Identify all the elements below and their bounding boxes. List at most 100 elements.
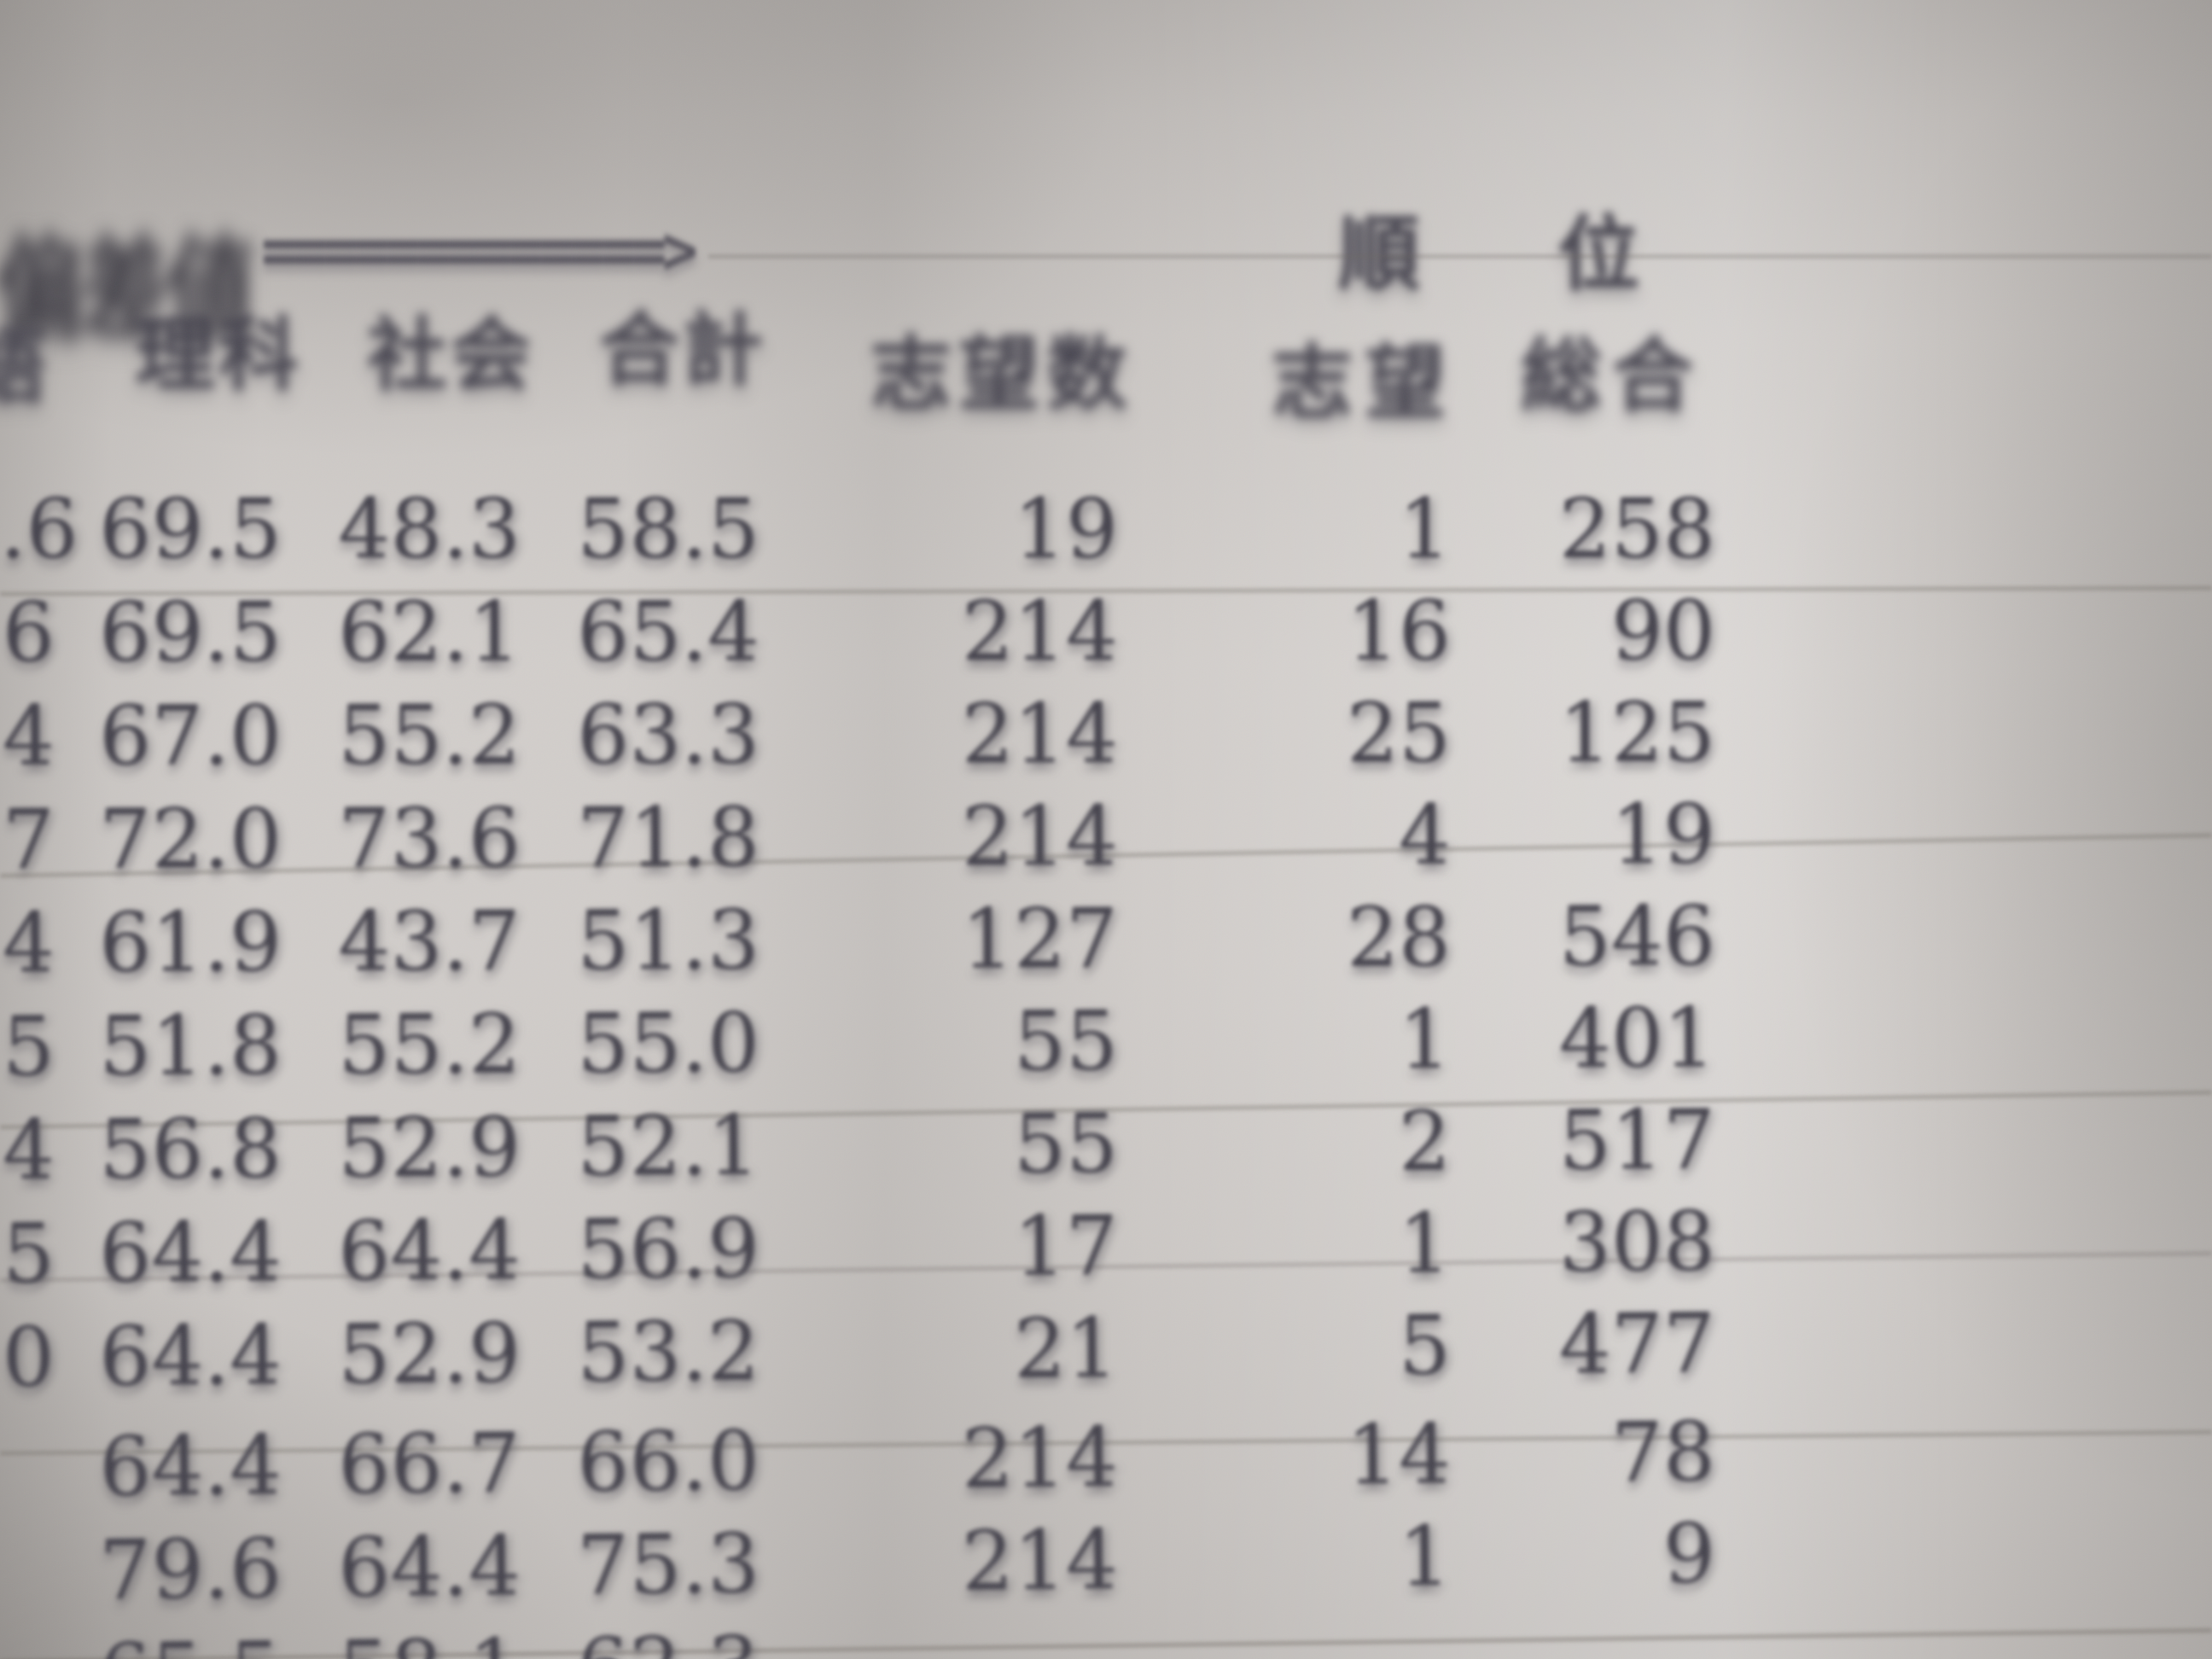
cell-total: 71.8 [577,789,760,886]
cell-overall-rank: 517 [1558,1091,1716,1189]
cell-science: 67.0 [99,688,282,784]
cell-social: 58.1 [281,1618,521,1659]
cell-overall-rank: 308 [1558,1193,1716,1291]
cell-science: 65.5 [54,1621,282,1659]
cell-choice-rank: 5 [1398,1297,1452,1394]
column-header-choice-rank: 志望 [1272,336,1458,430]
cell-overall-rank: 90 [1610,583,1716,679]
cell-science: 64.4 [98,1204,282,1301]
cell-social: 55.2 [337,996,521,1093]
table-row: 4 56.8 52.9 52.1 55 2 517 [0,1086,2212,1202]
cell-applicants [759,1611,1118,1659]
cell-subject-cut: 5 [2,1206,55,1302]
cell-science: 56.8 [98,1101,282,1198]
cell-overall-rank: 546 [1558,888,1716,985]
cell-social: 64.4 [337,1518,521,1616]
cell-overall-rank: 9 [1662,1505,1716,1603]
table-row: 4 61.9 43.7 51.3 127 28 546 [0,883,2212,995]
column-header-applicant-count: 志望数 [870,328,1135,422]
cell-total: 58.5 [577,481,760,577]
cell-social: 52.9 [337,1099,521,1196]
cell-science: 69.5 [99,585,282,681]
cell-total: 55.0 [576,995,760,1092]
cell-choice-rank: 14 [1346,1406,1452,1504]
cell-science: 79.6 [98,1521,282,1619]
cell-overall-rank: 19 [1610,786,1716,883]
cell-subject-cut: 6 [2,585,55,681]
cell-subject-cut [0,1520,55,1623]
cell-applicants: 55 [1013,1095,1119,1192]
table-row: 0 64.4 52.9 53.2 21 5 477 [0,1288,2212,1409]
cell-choice-rank: 1 [1398,481,1451,577]
cell-overall-rank: 477 [1558,1295,1716,1393]
cell-social: 48.3 [338,481,521,577]
table-row: 7 72.0 73.6 71.8 214 4 19 [0,782,2212,891]
cell-social: 73.6 [338,790,521,887]
cell-choice-rank: 1 [1398,1508,1452,1605]
cell-total: 52.1 [576,1097,760,1195]
cell-applicants: 214 [961,583,1119,680]
cell-applicants: 21 [1013,1300,1119,1397]
cell-social: 55.2 [338,687,521,783]
cell-total: 51.3 [577,892,760,989]
column-header-total: 合計 [599,304,767,397]
cell-social: 62.1 [338,584,521,680]
cell-choice-rank: 4 [1398,787,1452,883]
cell-subject-cut: .6 [0,481,79,577]
cell-overall-rank: 401 [1558,990,1716,1087]
cell-choice-rank: 2 [1398,1093,1452,1190]
cell-social: 64.4 [337,1202,521,1300]
column-header-overall-rank: 総合 [1521,329,1704,423]
cell-subject-cut [0,1623,55,1659]
table-row: 5 51.8 55.2 55.0 55 1 401 [0,984,2212,1098]
table-row: .6 69.5 48.3 58.5 19 1 258 [0,478,2212,580]
cell-subject-cut: 4 [2,895,55,992]
cell-subject-cut: 7 [2,791,55,888]
cell-applicants: 214 [961,788,1119,885]
cell-subject-cut: 4 [2,688,55,784]
column-header-social-studies: 社会 [367,309,535,402]
cell-applicants: 127 [961,890,1119,987]
cell-applicants: 214 [961,1409,1119,1507]
cell-total: 66.0 [576,1412,760,1511]
cell-science: 64.4 [98,1307,282,1405]
cell-total: 75.3 [576,1516,760,1614]
table-row: 4 67.0 55.2 63.3 214 25 125 [0,680,2212,787]
cell-social: 52.9 [337,1305,521,1403]
cell-science: 64.4 [98,1417,282,1516]
cell-applicants: 214 [961,1511,1119,1610]
cell-applicants: 214 [961,685,1119,783]
cell-total: 65.4 [577,584,760,680]
cell-subject-cut: 4 [2,1102,55,1199]
cell-overall-rank: 78 [1610,1404,1716,1501]
cell-overall-rank: 125 [1558,684,1716,781]
cell-total: 53.2 [576,1303,760,1401]
cell-total: 62.3 [520,1615,760,1659]
table-row: 5 64.4 64.4 56.9 17 1 308 [0,1187,2212,1306]
table-row: 6 69.5 62.1 65.4 214 16 90 [0,579,2212,684]
cell-choice-rank: 1 [1398,1196,1452,1292]
cell-applicants: 17 [1013,1197,1119,1295]
cell-subject-cut: 5 [2,998,55,1095]
cell-social: 43.7 [338,893,521,990]
column-header-science: 理科 [135,309,303,402]
cell-total: 56.9 [576,1200,760,1298]
column-header-subject-cut: 語 [0,319,49,415]
cell-subject-cut [0,1417,55,1520]
cell-choice-rank: 1 [1398,991,1452,1088]
cell-applicants: 55 [1013,992,1119,1090]
rank-group-label: 順 位 [1338,207,1695,302]
score-table: .6 69.5 48.3 58.5 19 1 258 6 69.5 62.1 6… [0,478,2212,1659]
cell-choice-rank: 28 [1346,889,1452,986]
cell-overall-rank [1450,1604,1715,1659]
cell-subject-cut: 0 [2,1309,55,1406]
cell-choice-rank: 25 [1346,685,1452,782]
cell-social: 66.7 [337,1415,521,1513]
cell-choice-rank [1117,1607,1451,1659]
cell-science: 61.9 [99,894,282,991]
cell-overall-rank: 258 [1558,481,1715,577]
arrow-line: =============> [261,209,698,291]
ruled-line [708,254,2212,259]
cell-choice-rank: 16 [1346,583,1452,679]
